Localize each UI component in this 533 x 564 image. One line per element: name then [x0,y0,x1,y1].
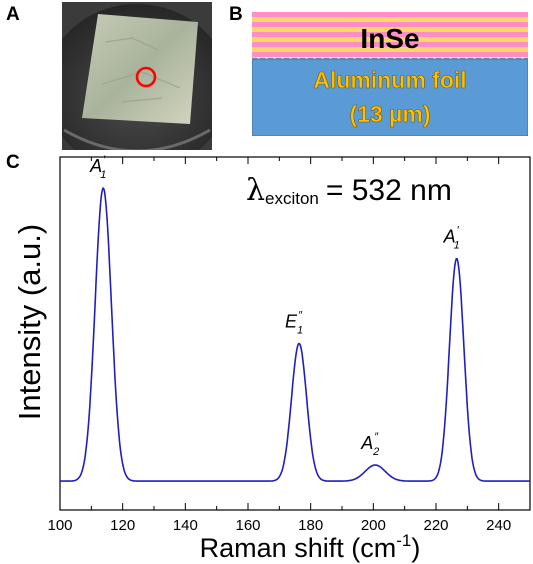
plot-frame [59,156,531,511]
peak-label-main: A [443,226,456,246]
x-tick-label: 200 [361,517,386,534]
x-tick-label: 120 [110,517,135,534]
inse-stripe [252,32,528,37]
x-tick-label: 140 [173,517,198,534]
inse-stripe [252,27,528,32]
peak-label-sup: ′ [103,154,106,166]
panel-label-c: C [6,152,20,173]
peak-label-sup: ′ [457,224,460,236]
x-tick-label: 160 [235,517,260,534]
lambda-symbol: λ [246,173,265,208]
inse-stripe [252,17,528,22]
peak-labels: A′ 1E″ 1A″ 2A′ 1 [89,154,460,458]
x-axis-title: Raman shift (cm-1) [200,531,421,563]
peak-label: E″ 1 [285,309,303,336]
x-tick-label: 220 [423,517,448,534]
flake-texture [101,37,181,103]
panel-label-b: B [229,4,243,25]
peak-label-sup: ″ [298,309,303,321]
inse-label: InSe [360,23,419,54]
peak-label-sup: ″ [374,431,379,443]
inse-stripe [252,52,528,57]
inse-stripe [252,22,528,27]
raman-spectrum-chart: 100 120 140 160 180 200 220 240 A′ 1E″ 1A″ 2A′ 1 λe… [12,154,531,563]
panel-label-a: A [6,4,20,25]
inse-layer [252,12,528,57]
inse-stripe [252,47,528,52]
x-tick-label: 100 [47,517,72,534]
inse-stripe [252,42,528,47]
measurement-spot-marker [135,66,157,88]
holder-rim [63,128,211,150]
excitation-annotation: λexciton = 532 nm [246,173,452,208]
peak-label-sub: 1 [454,239,460,251]
peak-label-main: A [360,433,373,453]
peak-label: A′ 1 [443,224,460,251]
layer-schematic: InSe Aluminum foil (13 µm) [252,12,528,136]
x-tick-label: 240 [486,517,511,534]
x-axis-ticks: 100 120 140 160 180 200 220 240 [47,157,511,534]
peak-label: A″ 2 [360,431,379,458]
foil-thickness-label: (13 µm) [350,101,431,127]
annotation-value: = 532 nm [326,174,452,207]
x-axis-title-sup: -1 [396,531,411,550]
aluminum-foil-label: Aluminum foil [313,67,466,93]
peak-label-main: E [285,311,298,331]
peak-label-sub: 2 [372,446,379,458]
y-axis-title: Intensity (a.u.) [12,224,47,420]
sample-photo [62,2,212,150]
aluminum-foil-layer [252,58,528,136]
spectrum-line [60,186,530,482]
peak-label-sub: 1 [100,169,106,181]
inse-stripe [252,12,528,17]
x-tick-label: 180 [298,517,323,534]
peak-label-sub: 1 [297,324,303,336]
peak-label: A′ 1 [89,154,106,181]
inse-stripe [252,37,528,42]
x-axis-title-main: Raman shift (cm [200,533,397,563]
peak-label-main: A [89,156,102,176]
x-axis-title-close: ) [411,533,420,563]
annotation-subscript: exciton [265,189,319,208]
